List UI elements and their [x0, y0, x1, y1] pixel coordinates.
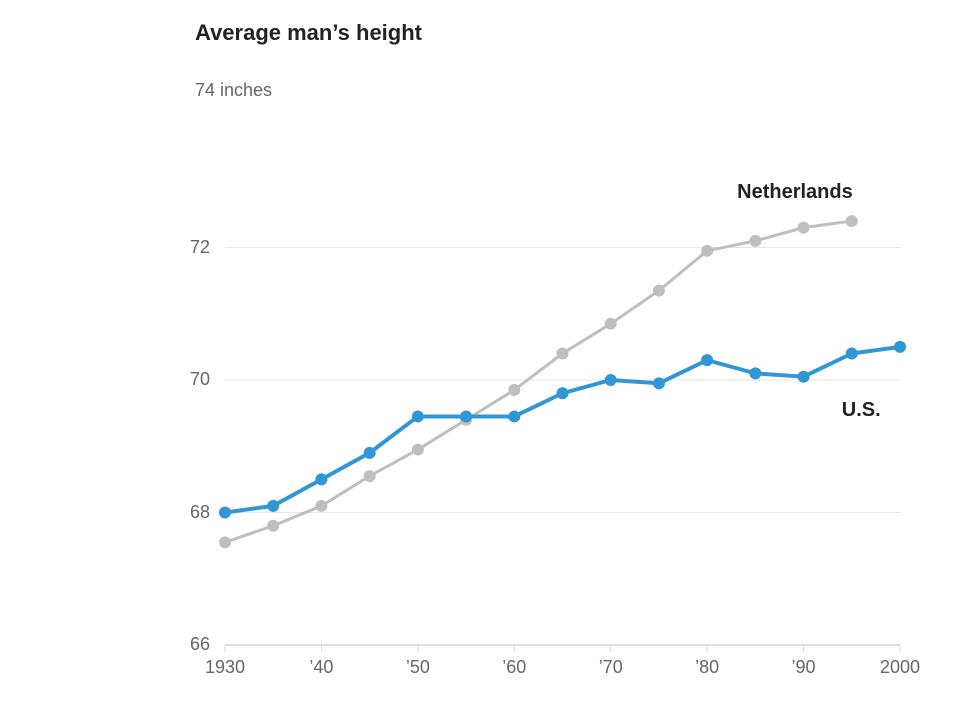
- x-tick-label: ’70: [581, 657, 641, 678]
- x-tick-label: ’80: [677, 657, 737, 678]
- x-tick-label: ’40: [291, 657, 351, 678]
- x-tick-label: ’50: [388, 657, 448, 678]
- x-tick-label: 1930: [195, 657, 255, 678]
- chart-svg: [0, 0, 960, 720]
- series-label-netherlands: Netherlands: [737, 181, 853, 204]
- y-tick-label: 66: [170, 634, 210, 655]
- chart-stage: Average man’s height 74 inches 666870721…: [0, 0, 960, 720]
- x-tick-label: ’90: [774, 657, 834, 678]
- series-label-u-s-: U.S.: [842, 399, 881, 422]
- y-tick-label: 70: [170, 369, 210, 390]
- x-tick-label: 2000: [870, 657, 930, 678]
- y-tick-label: 68: [170, 502, 210, 523]
- y-tick-label: 72: [170, 237, 210, 258]
- x-tick-label: ’60: [484, 657, 544, 678]
